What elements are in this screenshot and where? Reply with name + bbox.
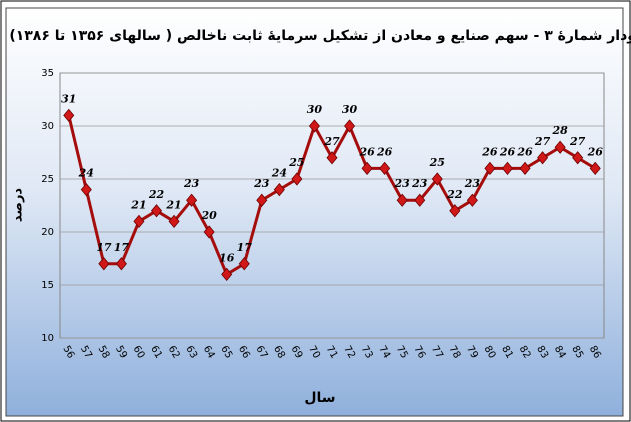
y-axis-label: درصد — [11, 188, 26, 223]
y-tick-label: 30 — [41, 121, 54, 132]
marker — [326, 151, 338, 165]
marker — [133, 214, 145, 229]
y-tick-label: 20 — [41, 227, 54, 238]
data-label: 16 — [219, 251, 235, 264]
marker — [291, 172, 303, 186]
marker — [273, 182, 285, 197]
y-tick-label: 15 — [41, 280, 54, 291]
marker — [308, 119, 320, 133]
data-label: 23 — [253, 177, 270, 190]
marker — [379, 161, 391, 176]
data-label: 30 — [307, 103, 323, 116]
data-label: 23 — [183, 177, 200, 190]
data-label: 17 — [96, 241, 112, 254]
data-label: 23 — [394, 177, 411, 190]
marker — [186, 193, 198, 207]
data-label: 17 — [114, 241, 130, 254]
marker — [537, 151, 549, 165]
marker — [449, 204, 461, 218]
data-label: 23 — [464, 177, 481, 190]
marker — [344, 119, 356, 133]
data-label: 28 — [551, 124, 568, 137]
data-label: 27 — [323, 135, 340, 148]
data-label: 25 — [429, 156, 445, 169]
data-label: 21 — [130, 198, 146, 211]
data-label: 26 — [587, 145, 604, 158]
y-tick-label: 35 — [41, 68, 54, 79]
marker — [414, 193, 426, 207]
marker — [519, 161, 531, 176]
marker — [238, 257, 250, 271]
data-label: 26 — [358, 145, 375, 158]
chart-area — [5, 7, 624, 417]
marker — [63, 108, 75, 123]
marker — [80, 182, 92, 197]
data-label: 23 — [411, 177, 428, 190]
marker — [572, 151, 584, 165]
marker — [150, 204, 163, 218]
data-label: 22 — [148, 188, 165, 201]
data-label: 26 — [376, 145, 393, 158]
data-label: 31 — [61, 92, 76, 105]
data-label: 26 — [499, 145, 516, 158]
chart-title: نمودار شمارهٔ ۳ - سهم صنایع و معادن از ت… — [9, 28, 631, 44]
marker — [98, 257, 110, 271]
data-label: 21 — [165, 198, 181, 211]
data-label: 24 — [78, 167, 94, 180]
marker — [256, 193, 268, 207]
marker — [203, 225, 215, 239]
data-label: 30 — [342, 103, 358, 116]
y-tick-label: 25 — [41, 174, 54, 185]
data-label: 27 — [534, 135, 551, 148]
marker — [221, 267, 233, 282]
data-label: 22 — [446, 188, 463, 201]
data-label: 26 — [481, 145, 498, 158]
marker — [168, 214, 180, 229]
marker — [396, 193, 408, 207]
marker — [501, 161, 514, 176]
marker — [115, 257, 127, 271]
data-label: 17 — [237, 241, 253, 254]
marker — [589, 161, 601, 176]
marker — [431, 172, 443, 186]
data-label: 24 — [271, 167, 287, 180]
marker — [554, 140, 566, 154]
data-label: 26 — [516, 145, 533, 158]
marker — [361, 161, 373, 176]
y-tick-label: 10 — [41, 333, 54, 344]
x-axis-label: سال — [304, 390, 335, 406]
data-label: 25 — [288, 156, 304, 169]
data-label: 20 — [201, 209, 218, 222]
marker — [466, 193, 478, 207]
data-label: 27 — [569, 135, 586, 148]
marker — [484, 161, 496, 176]
